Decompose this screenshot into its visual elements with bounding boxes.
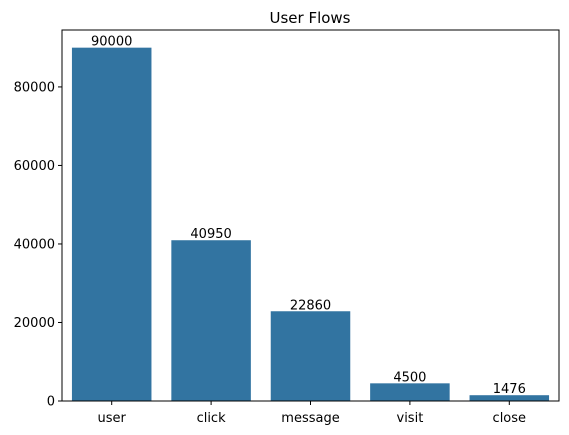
y-tick-label-20000: 20000 <box>14 316 55 331</box>
y-tick-label-40000: 40000 <box>14 237 55 252</box>
data-label-click: 40950 <box>190 227 231 242</box>
x-tick-label-close: close <box>493 411 526 426</box>
data-label-message: 22860 <box>290 298 331 313</box>
bar-click <box>171 240 251 401</box>
x-tick-label-click: click <box>197 411 227 426</box>
bar-visit <box>370 383 450 401</box>
bar-message <box>270 311 351 401</box>
y-axis: 0 20000 40000 60000 80000 <box>14 80 62 410</box>
bars-layer <box>71 47 550 402</box>
y-tick-label-0: 0 <box>47 395 55 410</box>
plot-frame <box>61 29 560 402</box>
data-label-visit: 4500 <box>393 370 426 385</box>
y-tick-label-60000: 60000 <box>14 159 55 174</box>
x-axis: user click message visit close <box>98 401 526 426</box>
data-labels-layer: 90000 40950 22860 4500 1476 <box>91 35 526 398</box>
data-label-user: 90000 <box>91 35 132 50</box>
bar-user <box>71 47 152 402</box>
y-tick-label-80000: 80000 <box>14 80 55 95</box>
x-tick-label-user: user <box>98 411 127 426</box>
x-tick-label-message: message <box>281 411 339 426</box>
x-tick-label-visit: visit <box>397 411 424 426</box>
data-label-close: 1476 <box>493 382 526 397</box>
chart-title: User Flows <box>269 9 350 27</box>
bar-close <box>469 395 550 401</box>
